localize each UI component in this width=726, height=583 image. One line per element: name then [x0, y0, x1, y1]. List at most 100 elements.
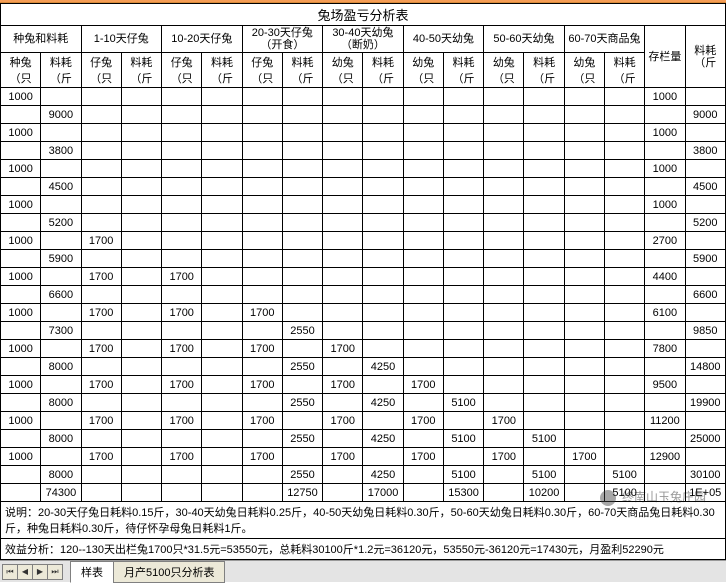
data-cell [282, 178, 322, 196]
data-cell [403, 340, 443, 358]
data-cell [1, 484, 41, 502]
data-cell [202, 484, 242, 502]
data-cell [162, 322, 202, 340]
data-cell [323, 466, 363, 484]
data-cell: 1700 [162, 304, 202, 322]
data-cell [443, 160, 483, 178]
data-cell: 1700 [162, 412, 202, 430]
data-cell: 2700 [645, 232, 685, 250]
data-cell [162, 358, 202, 376]
data-cell [403, 394, 443, 412]
sheet-tab[interactable]: 月产5100只分析表 [113, 561, 225, 583]
data-cell [121, 448, 161, 466]
data-cell [685, 160, 725, 178]
data-cell [202, 232, 242, 250]
data-cell [363, 160, 403, 178]
data-cell [1, 394, 41, 412]
sheet-tab[interactable]: 样表 [70, 561, 114, 583]
data-cell [484, 268, 524, 286]
data-cell [41, 160, 81, 178]
data-cell [121, 484, 161, 502]
data-cell: 3800 [41, 142, 81, 160]
data-cell: 10200 [524, 484, 564, 502]
data-cell: 4250 [363, 394, 403, 412]
data-cell [202, 304, 242, 322]
data-cell [564, 466, 604, 484]
data-cell [484, 106, 524, 124]
data-cell [564, 88, 604, 106]
data-cell [282, 340, 322, 358]
data-cell [323, 106, 363, 124]
data-cell [363, 412, 403, 430]
data-cell [564, 160, 604, 178]
data-cell [121, 412, 161, 430]
col-sub-header: 料耗（斤 [604, 53, 644, 88]
tabnav-first[interactable]: ⏮ [2, 564, 18, 580]
tabnav-prev[interactable]: ◀ [17, 564, 33, 580]
data-cell [242, 124, 282, 142]
data-cell [202, 376, 242, 394]
data-cell: 8000 [41, 358, 81, 376]
data-cell [363, 322, 403, 340]
data-cell [564, 196, 604, 214]
data-cell [645, 178, 685, 196]
data-cell [645, 484, 685, 502]
data-cell [484, 196, 524, 214]
data-cell [564, 124, 604, 142]
data-cell [604, 124, 644, 142]
col-sub-header: 料耗（斤 [524, 53, 564, 88]
data-cell: 1700 [323, 412, 363, 430]
data-cell: 12900 [645, 448, 685, 466]
data-cell [363, 196, 403, 214]
data-cell [242, 358, 282, 376]
data-cell [121, 196, 161, 214]
data-cell [41, 232, 81, 250]
data-cell [41, 304, 81, 322]
data-cell [202, 466, 242, 484]
data-cell [202, 340, 242, 358]
col-group-header: 50-60天幼兔 [484, 26, 565, 53]
data-cell [443, 322, 483, 340]
tabnav-last[interactable]: ⏭ [47, 564, 63, 580]
data-cell [81, 286, 121, 304]
data-cell [524, 322, 564, 340]
data-cell [282, 142, 322, 160]
data-cell: 1700 [242, 448, 282, 466]
data-cell: 17000 [363, 484, 403, 502]
data-cell [484, 394, 524, 412]
data-cell [202, 106, 242, 124]
data-cell: 1700 [242, 304, 282, 322]
data-cell [403, 358, 443, 376]
data-cell [242, 430, 282, 448]
data-cell [323, 214, 363, 232]
data-cell [403, 232, 443, 250]
data-cell [1, 358, 41, 376]
data-cell [1, 322, 41, 340]
data-cell: 74300 [41, 484, 81, 502]
data-cell [403, 466, 443, 484]
data-cell [403, 88, 443, 106]
data-cell: 1000 [1, 88, 41, 106]
tabnav-next[interactable]: ▶ [32, 564, 48, 580]
data-cell [363, 286, 403, 304]
data-cell [403, 286, 443, 304]
data-cell [524, 178, 564, 196]
data-cell [121, 250, 161, 268]
data-cell [121, 106, 161, 124]
data-cell [81, 196, 121, 214]
data-cell [564, 484, 604, 502]
data-cell [604, 160, 644, 178]
data-cell: 3800 [685, 142, 725, 160]
data-cell [524, 124, 564, 142]
data-cell [484, 178, 524, 196]
data-cell [403, 304, 443, 322]
data-cell [242, 232, 282, 250]
data-cell: 19900 [685, 394, 725, 412]
data-cell [564, 142, 604, 160]
data-cell: 8000 [41, 394, 81, 412]
data-cell [524, 394, 564, 412]
data-cell [604, 196, 644, 214]
data-cell [121, 142, 161, 160]
data-cell [323, 142, 363, 160]
data-cell [121, 304, 161, 322]
